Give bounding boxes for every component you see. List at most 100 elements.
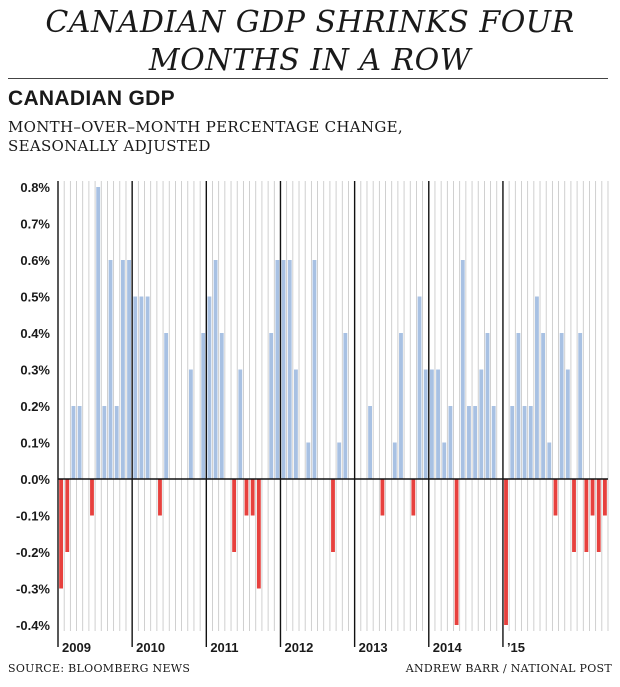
bar-positive bbox=[164, 333, 169, 479]
bar-positive bbox=[528, 406, 533, 479]
bar-positive bbox=[219, 333, 224, 479]
credit-note: ANDREW BARR / NATIONAL POST bbox=[405, 662, 612, 675]
year-label: 2012 bbox=[284, 640, 313, 655]
bar-positive bbox=[213, 260, 218, 479]
bar-positive bbox=[510, 406, 515, 479]
bar-positive bbox=[281, 260, 286, 479]
year-label: 2009 bbox=[62, 640, 91, 655]
bar-negative bbox=[602, 479, 607, 516]
year-label: 2010 bbox=[136, 640, 165, 655]
y-tick-label: 0.5% bbox=[20, 290, 50, 305]
headline: CANADIAN GDP SHRINKS FOUR MONTHS IN A RO… bbox=[0, 4, 620, 80]
bar-negative bbox=[411, 479, 416, 516]
bar-positive bbox=[565, 369, 570, 479]
bar-positive bbox=[436, 369, 440, 479]
bar-positive bbox=[522, 406, 527, 479]
bar-positive bbox=[479, 369, 484, 479]
bar-positive bbox=[516, 333, 521, 479]
bar-negative bbox=[504, 479, 508, 625]
bar-positive bbox=[96, 187, 101, 479]
bar-positive bbox=[448, 406, 453, 479]
bar-positive bbox=[77, 406, 82, 479]
chart-title: CANADIAN GDP bbox=[8, 87, 175, 110]
bar-negative bbox=[590, 479, 595, 516]
bar-negative bbox=[572, 479, 576, 552]
bar-positive bbox=[139, 296, 144, 479]
bar-positive bbox=[275, 260, 280, 479]
bar-positive bbox=[541, 333, 546, 479]
bar-negative bbox=[59, 479, 64, 589]
y-tick-label: 0.2% bbox=[20, 399, 50, 414]
bar-negative bbox=[232, 479, 237, 552]
bar-positive bbox=[467, 406, 471, 479]
bar-positive bbox=[547, 442, 552, 479]
year-label: ’15 bbox=[507, 640, 525, 655]
bar-negative bbox=[256, 479, 261, 589]
bar-positive bbox=[201, 333, 206, 479]
y-tick-label: 0.1% bbox=[20, 436, 50, 451]
y-tick-label: -0.3% bbox=[16, 582, 50, 597]
year-label: 2011 bbox=[210, 640, 238, 655]
bar-negative bbox=[380, 479, 385, 516]
bar-positive bbox=[312, 260, 317, 479]
y-tick-label: 0.4% bbox=[20, 326, 50, 341]
bar-positive bbox=[491, 406, 496, 479]
bar-negative bbox=[65, 479, 70, 552]
bar-positive bbox=[473, 406, 478, 479]
bar-negative bbox=[244, 479, 249, 516]
headline-divider bbox=[8, 78, 608, 79]
bar-positive bbox=[460, 260, 465, 479]
bar-negative bbox=[553, 479, 558, 516]
year-label: 2013 bbox=[359, 640, 388, 655]
bar-positive bbox=[578, 333, 583, 479]
y-tick-label: 0.7% bbox=[20, 217, 50, 232]
bar-positive bbox=[238, 369, 243, 479]
bar-positive bbox=[188, 369, 193, 479]
bar-positive bbox=[535, 296, 539, 479]
bar-positive bbox=[399, 333, 403, 479]
bar-negative bbox=[158, 479, 162, 516]
y-tick-label: -0.1% bbox=[16, 509, 50, 524]
chart-subtitle: MONTH–OVER–MONTH PERCENTAGE CHANGE, SEAS… bbox=[8, 118, 403, 155]
bar-positive bbox=[287, 260, 292, 479]
bar-positive bbox=[127, 260, 131, 479]
bar-positive bbox=[71, 406, 76, 479]
y-tick-label: 0.8% bbox=[20, 180, 50, 195]
bar-positive bbox=[207, 296, 212, 479]
bar-positive bbox=[145, 296, 150, 479]
bar-positive bbox=[442, 442, 447, 479]
bar-positive bbox=[337, 442, 342, 479]
headline-line-1: CANADIAN GDP SHRINKS FOUR bbox=[45, 5, 575, 40]
source-note: SOURCE: BLOOMBERG NEWS bbox=[8, 662, 191, 675]
bar-positive bbox=[269, 333, 274, 479]
bar-negative bbox=[331, 479, 335, 552]
bar-positive bbox=[133, 296, 138, 479]
y-tick-label: 0.0% bbox=[20, 472, 50, 487]
headline-line-2: MONTHS IN A ROW bbox=[148, 43, 472, 78]
bar-positive bbox=[429, 369, 434, 479]
bar-positive bbox=[114, 406, 119, 479]
bar-positive bbox=[423, 369, 428, 479]
bar-positive bbox=[343, 333, 348, 479]
bar-positive bbox=[294, 369, 298, 479]
bar-positive bbox=[368, 406, 372, 479]
bar-negative bbox=[90, 479, 94, 516]
bar-positive bbox=[306, 442, 311, 479]
y-tick-label: 0.6% bbox=[20, 253, 50, 268]
bar-positive bbox=[417, 296, 422, 479]
bar-positive bbox=[108, 260, 113, 479]
bar-negative bbox=[596, 479, 601, 552]
bar-positive bbox=[559, 333, 564, 479]
bar-positive bbox=[485, 333, 490, 479]
y-tick-label: -0.4% bbox=[16, 618, 50, 633]
bar-positive bbox=[392, 442, 397, 479]
bar-positive bbox=[102, 406, 107, 479]
bar-negative bbox=[584, 479, 589, 552]
bar-negative bbox=[250, 479, 255, 516]
year-label: 2014 bbox=[433, 640, 463, 655]
bar-positive bbox=[120, 260, 125, 479]
y-tick-label: -0.2% bbox=[16, 545, 50, 560]
bar-negative bbox=[454, 479, 459, 625]
y-tick-label: 0.3% bbox=[20, 363, 50, 378]
